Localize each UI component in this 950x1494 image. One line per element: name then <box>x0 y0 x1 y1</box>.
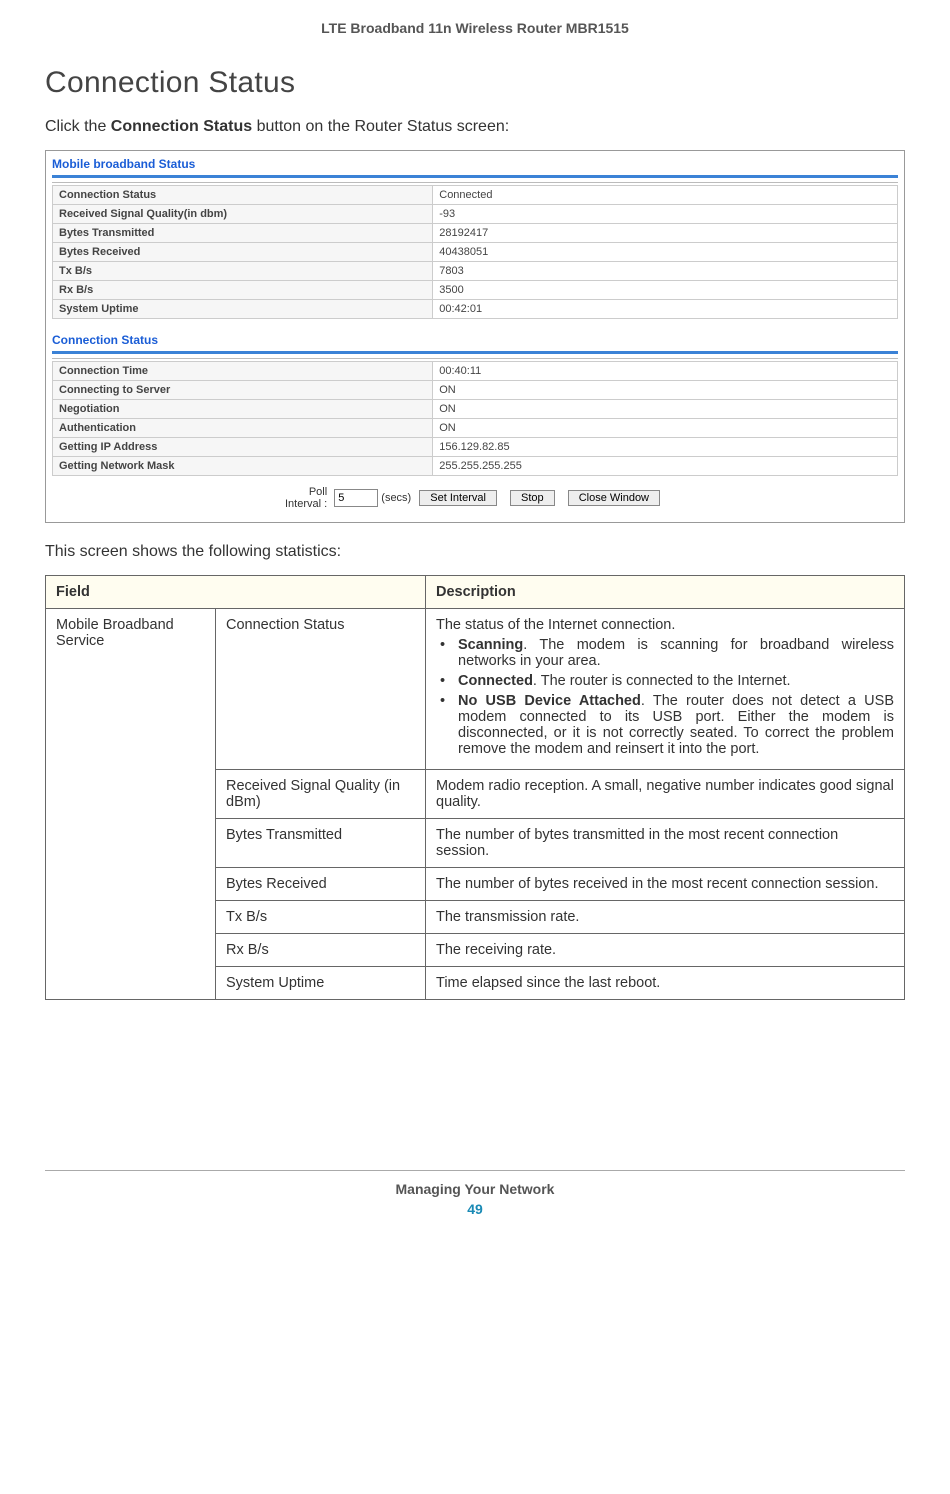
table-row: Tx B/s7803 <box>53 262 898 281</box>
intro-post: button on the Router Status screen: <box>252 118 509 135</box>
secs-label: (secs) <box>381 492 411 504</box>
page-header: LTE Broadband 11n Wireless Router MBR151… <box>0 0 950 66</box>
cell-label: Authentication <box>53 419 433 438</box>
status-screenshot: Mobile broadband Status Connection Statu… <box>45 150 905 523</box>
bullet-bold: Scanning <box>458 637 523 653</box>
ss-section2-title: Connection Status <box>46 327 904 349</box>
bullet-rest: . The router is connected to the Interne… <box>533 673 791 689</box>
cell-value: ON <box>433 381 898 400</box>
intro-text: Click the Connection Status button on th… <box>45 118 905 136</box>
cell-value: 3500 <box>433 281 898 300</box>
desc-cell: The receiving rate. <box>426 934 905 967</box>
desc-cell: The number of bytes received in the most… <box>426 868 905 901</box>
table-row: NegotiationON <box>53 400 898 419</box>
close-window-button[interactable]: Close Window <box>568 490 660 506</box>
ss-section1-title: Mobile broadband Status <box>46 151 904 173</box>
ss-divider <box>52 175 898 178</box>
cell-value: 40438051 <box>433 243 898 262</box>
cell-value: 255.255.255.255 <box>433 457 898 476</box>
intro-pre: Click the <box>45 118 111 135</box>
ss-hr <box>52 358 898 359</box>
table-row: Bytes Transmitted28192417 <box>53 224 898 243</box>
table-row: Connection StatusConnected <box>53 186 898 205</box>
ss-controls: Poll Interval : (secs) Set Interval Stop… <box>46 476 904 514</box>
cell-label: Rx B/s <box>53 281 433 300</box>
cell-value: 7803 <box>433 262 898 281</box>
bullet-bold: Connected <box>458 673 533 689</box>
list-item: Connected. The router is connected to th… <box>436 673 894 689</box>
cell-label: Connection Status <box>53 186 433 205</box>
table-row: System Uptime00:42:01 <box>53 300 898 319</box>
desc-bullets: Scanning. The modem is scanning for broa… <box>436 637 894 757</box>
desc-cell: Time elapsed since the last reboot. <box>426 967 905 1000</box>
cell-value: 156.129.82.85 <box>433 438 898 457</box>
ss-hr <box>52 182 898 183</box>
cell-label: Bytes Received <box>53 243 433 262</box>
intro-bold: Connection Status <box>111 118 252 135</box>
table-row: Rx B/s3500 <box>53 281 898 300</box>
caption-text: This screen shows the following statisti… <box>45 543 905 561</box>
cell-label: Getting Network Mask <box>53 457 433 476</box>
cell-value: ON <box>433 400 898 419</box>
cell-value: 00:40:11 <box>433 362 898 381</box>
list-item: No USB Device Attached. The router does … <box>436 693 894 757</box>
cell-label: Getting IP Address <box>53 438 433 457</box>
cell-value: 00:42:01 <box>433 300 898 319</box>
cell-label: Connection Time <box>53 362 433 381</box>
field-cell: Tx B/s <box>216 901 426 934</box>
description-table: Field Description Mobile Broadband Servi… <box>45 575 905 1000</box>
cell-value: ON <box>433 419 898 438</box>
desc-cell: Modem radio reception. A small, negative… <box>426 770 905 819</box>
field-cell: Bytes Transmitted <box>216 819 426 868</box>
header-field: Field <box>46 576 426 609</box>
desc-cell: The transmission rate. <box>426 901 905 934</box>
cell-label: Connecting to Server <box>53 381 433 400</box>
cell-value: -93 <box>433 205 898 224</box>
field-cell: Bytes Received <box>216 868 426 901</box>
page-footer: Managing Your Network 49 <box>45 1170 905 1217</box>
poll-interval-input[interactable] <box>334 489 378 507</box>
cell-label: Negotiation <box>53 400 433 419</box>
section-title: Connection Status <box>45 66 905 100</box>
bullet-rest: . The modem is scanning for broadband wi… <box>458 637 894 669</box>
stop-button[interactable]: Stop <box>510 490 555 506</box>
cell-value: Connected <box>433 186 898 205</box>
cell-value: 28192417 <box>433 224 898 243</box>
poll-label: Poll Interval : <box>285 486 327 510</box>
page-number: 49 <box>45 1201 905 1217</box>
table-row: Mobile Broadband Service Connection Stat… <box>46 609 905 770</box>
table-row: Connection Time00:40:11 <box>53 362 898 381</box>
field-cell: Connection Status <box>216 609 426 770</box>
cell-label: Bytes Transmitted <box>53 224 433 243</box>
set-interval-button[interactable]: Set Interval <box>419 490 497 506</box>
bullet-bold: No USB Device Attached <box>458 693 641 709</box>
header-description: Description <box>426 576 905 609</box>
field-cell: Received Signal Quality (in dBm) <box>216 770 426 819</box>
table-header-row: Field Description <box>46 576 905 609</box>
ss-table2: Connection Time00:40:11 Connecting to Se… <box>52 361 898 476</box>
cell-label: System Uptime <box>53 300 433 319</box>
desc-cell: The status of the Internet connection. S… <box>426 609 905 770</box>
list-item: Scanning. The modem is scanning for broa… <box>436 637 894 669</box>
footer-text: Managing Your Network <box>45 1181 905 1197</box>
table-row: Bytes Received40438051 <box>53 243 898 262</box>
main-content: Connection Status Click the Connection S… <box>0 66 950 1000</box>
group-cell: Mobile Broadband Service <box>46 609 216 1000</box>
table-row: Getting Network Mask255.255.255.255 <box>53 457 898 476</box>
cell-label: Tx B/s <box>53 262 433 281</box>
desc-cell: The number of bytes transmitted in the m… <box>426 819 905 868</box>
table-row: AuthenticationON <box>53 419 898 438</box>
table-row: Connecting to ServerON <box>53 381 898 400</box>
cell-label: Received Signal Quality(in dbm) <box>53 205 433 224</box>
table-row: Received Signal Quality(in dbm)-93 <box>53 205 898 224</box>
field-cell: Rx B/s <box>216 934 426 967</box>
field-cell: System Uptime <box>216 967 426 1000</box>
table-row: Getting IP Address156.129.82.85 <box>53 438 898 457</box>
desc-intro: The status of the Internet connection. <box>436 617 675 633</box>
ss-table1: Connection StatusConnected Received Sign… <box>52 185 898 319</box>
ss-divider <box>52 351 898 354</box>
